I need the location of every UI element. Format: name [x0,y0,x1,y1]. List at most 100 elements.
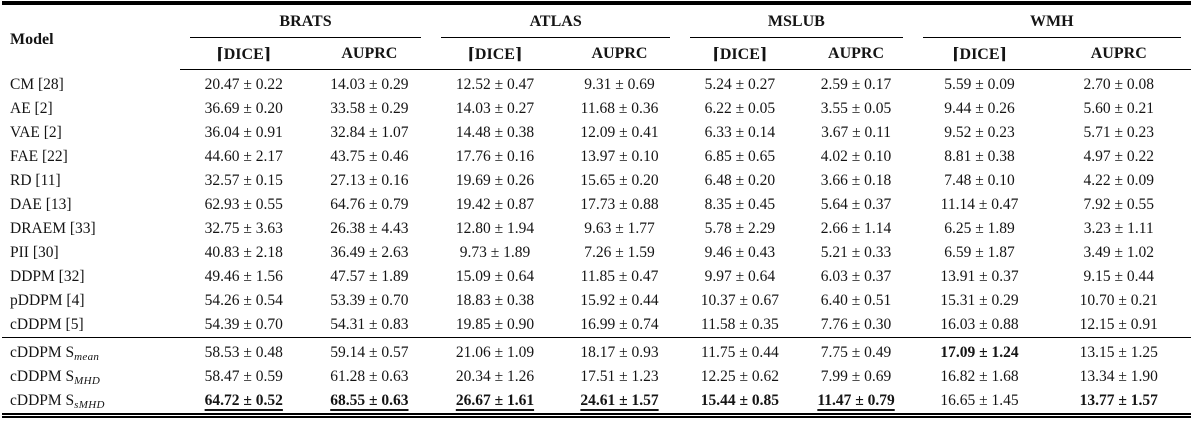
metric-value: 6.33 ± 0.14 [704,124,776,141]
table-header: Model BRATS ATLAS MSLUB WMH ⌈DICE⌉ AUPRC… [2,3,1191,70]
cell-value: 61.28 ± 0.63 [308,365,432,389]
metric-value: 11.75 ± 0.44 [701,344,779,361]
metric-value: 17.73 ± 0.88 [580,196,659,213]
cell-value: 58.53 ± 0.48 [180,338,308,366]
group-header-rule [189,36,422,38]
cell-value: 12.25 ± 0.62 [680,365,799,389]
group-header-label: WMH [1030,12,1074,30]
metric-value: 14.03 ± 0.29 [330,76,409,93]
cell-value: 16.65 ± 1.45 [913,389,1047,416]
metric-value: 6.59 ± 1.87 [944,244,1015,261]
metric-value: 14.03 ± 0.27 [455,100,535,117]
cell-value: 44.60 ± 2.17 [180,145,308,169]
metric-value: 9.73 ± 1.89 [459,244,531,261]
cell-value: 5.78 ± 2.29 [680,217,799,241]
table-row: cDDPM SsMHD 64.72 ± 0.52 68.55 ± 0.63 26.67… [2,389,1191,416]
cell-value: 4.97 ± 0.22 [1047,145,1192,169]
group-header-label: MSLUB [767,12,825,30]
cell-value: 13.91 ± 0.37 [913,265,1047,289]
cell-value: 13.97 ± 0.10 [559,145,680,169]
model-label: AE [2] [10,100,53,117]
cell-value: 13.77 ± 1.57 [1047,389,1192,416]
cell-value: 6.33 ± 0.14 [680,121,799,145]
table-row: PII [30] 40.83 ± 2.18 36.49 ± 2.63 9.73 ± 1… [2,241,1191,265]
group-header-rule [441,36,671,38]
model-label-subscript: MHD [74,374,101,387]
cell-value: 10.70 ± 0.21 [1047,289,1192,313]
metric-value: 32.75 ± 3.63 [204,220,283,237]
model-label: CM [28] [10,75,64,93]
cell-value: 32.84 ± 1.07 [308,121,432,145]
metric-value: 6.40 ± 0.51 [820,292,892,309]
model-label: PII [30] [10,244,59,261]
cell-value: 20.34 ± 1.26 [431,365,559,389]
cell-value: 6.59 ± 1.87 [913,241,1047,265]
cell-value: 6.40 ± 0.51 [800,289,913,313]
metric-value: 9.97 ± 0.64 [704,268,776,285]
cell-value: 7.99 ± 0.69 [800,365,913,389]
cell-value: 6.48 ± 0.20 [680,169,799,193]
dice-column-header: ⌈DICE⌉ [179,38,308,70]
cell-value: 12.09 ± 0.41 [559,121,680,145]
model-label: cDDPM Smean [10,343,100,363]
cell-value: 9.97 ± 0.64 [680,265,799,289]
metric-value: 7.76 ± 0.30 [820,316,892,333]
metric-value: 3.66 ± 0.18 [820,172,892,189]
group-header-label: ATLAS [529,12,582,30]
cell-value: 11.85 ± 0.47 [559,265,680,289]
metric-value: 58.47 ± 0.59 [204,368,283,385]
metric-value: 47.57 ± 1.89 [330,268,409,285]
table-row: cDDPM SMHD 58.47 ± 0.59 61.28 ± 0.63 20.34 … [2,365,1191,389]
cell-value: 6.03 ± 0.37 [800,265,913,289]
metric-value: 8.81 ± 0.38 [944,148,1015,165]
metric-value: 7.75 ± 0.49 [820,344,892,361]
proposed-rows-section: cDDPM Smean 58.53 ± 0.48 59.14 ± 0.57 21.06… [2,337,1191,416]
metric-value: 18.17 ± 0.93 [580,344,659,361]
group-header-atlas: ATLAS [431,3,680,38]
cell-value: 4.02 ± 0.10 [800,145,913,169]
metric-value: 2.66 ± 1.14 [820,220,892,237]
cell-value: 5.59 ± 0.09 [913,70,1047,98]
metric-value: 19.69 ± 0.26 [455,172,535,189]
cell-value: 12.80 ± 1.94 [431,217,559,241]
dice-column-header: ⌈DICE⌉ [912,38,1047,70]
cell-value: 5.64 ± 0.37 [800,193,913,217]
cell-value: 15.92 ± 0.44 [559,289,680,313]
cell-value: 17.73 ± 0.88 [559,193,680,217]
metric-value: 17.76 ± 0.16 [455,148,535,165]
metric-value: 12.15 ± 0.91 [1079,316,1158,333]
model-label: cDDPM SsMHD [10,391,105,411]
metric-value: 68.55 ± 0.63 [330,392,409,409]
metric-value: 12.09 ± 0.41 [580,124,659,141]
auprc-column-header: AUPRC [799,38,913,70]
metric-value: 5.24 ± 0.27 [704,76,776,93]
metric-value: 13.91 ± 0.37 [940,268,1019,285]
metric-value: 16.99 ± 0.74 [580,316,659,333]
metric-value: 5.60 ± 0.21 [1083,100,1154,117]
cell-value: 14.48 ± 0.38 [431,121,559,145]
metric-value: 6.85 ± 0.65 [704,148,776,165]
metric-value: 7.92 ± 0.55 [1083,196,1154,213]
cell-value: 9.73 ± 1.89 [431,241,559,265]
cell-value: 5.60 ± 0.21 [1047,97,1192,121]
cell-value: 11.14 ± 0.47 [913,193,1047,217]
metric-value: 19.42 ± 0.87 [455,196,535,213]
metric-value: 4.97 ± 0.22 [1083,148,1154,165]
metric-value: 24.61 ± 1.57 [580,392,659,409]
cell-value: 14.03 ± 0.27 [431,97,559,121]
cell-value: 16.82 ± 1.68 [913,365,1047,389]
group-header-label: BRATS [279,12,332,30]
metric-value: 16.82 ± 1.68 [940,368,1019,385]
cell-value: 9.52 ± 0.23 [913,121,1047,145]
metric-value: 16.65 ± 1.45 [940,392,1019,409]
metric-value: 7.48 ± 0.10 [944,172,1015,189]
metric-value: 15.09 ± 0.64 [455,268,535,285]
cell-value: 26.38 ± 4.43 [308,217,432,241]
cell-value: 4.22 ± 0.09 [1047,169,1192,193]
metric-value: 5.59 ± 0.09 [944,76,1015,93]
cell-value: 12.15 ± 0.91 [1047,313,1192,338]
group-header-rule [690,36,903,38]
table-row: CM [28] 20.47 ± 0.22 14.03 ± 0.29 12.52 ± 0… [2,70,1191,98]
cell-value: 32.75 ± 3.63 [180,217,308,241]
metric-value: 12.25 ± 0.62 [700,368,779,385]
